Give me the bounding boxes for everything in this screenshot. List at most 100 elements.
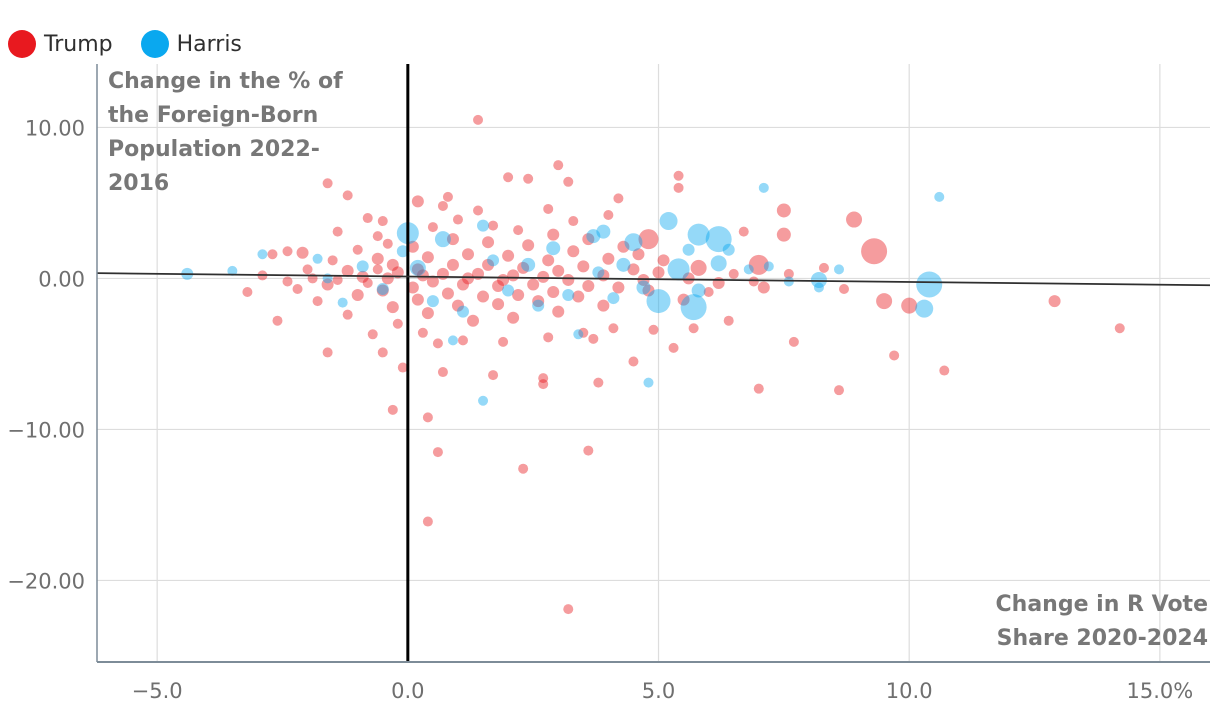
trump-point <box>367 329 378 340</box>
trump-point <box>332 274 343 285</box>
harris-point <box>646 289 671 314</box>
trump-point <box>411 293 424 306</box>
trump-point <box>537 270 550 283</box>
trump-point <box>422 516 433 527</box>
trump-point <box>437 200 448 211</box>
harris-point <box>722 243 735 256</box>
trump-point <box>748 254 769 275</box>
trump-point <box>386 258 399 271</box>
x-tick-label: 5.0 <box>642 679 675 703</box>
trump-point <box>488 370 499 381</box>
y-axis-title: Change in the % of the Foreign-Born Popu… <box>108 65 343 201</box>
harris-point <box>337 297 348 308</box>
harris-point <box>312 253 323 264</box>
legend-item-harris[interactable]: Harris <box>140 30 242 58</box>
trump-point <box>1048 295 1061 308</box>
trump-point <box>712 276 725 289</box>
trump-point <box>783 268 794 279</box>
trump-point <box>302 264 313 275</box>
trump-point <box>452 214 463 225</box>
trump-point <box>387 404 398 415</box>
trump-point <box>342 190 353 201</box>
trump-point <box>861 238 888 265</box>
trump-point <box>391 266 404 279</box>
trump-point <box>497 273 510 286</box>
trump-point <box>321 278 334 291</box>
trump-point <box>322 178 333 189</box>
trump-point <box>688 323 699 334</box>
trump-point <box>612 281 625 294</box>
trump-point <box>552 264 565 277</box>
trump-point <box>242 287 253 298</box>
harris-point <box>546 241 561 256</box>
trump-point <box>503 172 514 183</box>
trump-point <box>901 297 918 314</box>
trump-point <box>477 290 490 303</box>
harris-point <box>447 335 458 346</box>
y-tick-label: −20.00 <box>7 569 85 593</box>
trump-point <box>392 318 403 329</box>
trump-point <box>582 233 595 246</box>
trump-point <box>757 281 770 294</box>
harris-point <box>915 299 934 318</box>
trump-point <box>738 226 749 237</box>
harris-point <box>376 283 389 296</box>
trump-point <box>372 264 383 275</box>
trump-point <box>296 246 309 259</box>
harris-point <box>813 282 824 293</box>
trump-point <box>602 252 615 265</box>
trump-point <box>562 273 575 286</box>
trump-point <box>386 301 399 314</box>
trump-point <box>617 240 630 253</box>
harris-point <box>573 329 584 340</box>
trump-point <box>411 195 424 208</box>
trump-point <box>613 193 624 204</box>
trump-point <box>517 261 530 274</box>
y-axis-title-line: Population 2022- <box>108 137 320 162</box>
trump-point <box>441 287 454 300</box>
legend: Trump Harris <box>8 30 242 58</box>
trump-point <box>542 254 555 267</box>
legend-label-harris: Harris <box>176 31 242 57</box>
trump-point <box>563 604 574 615</box>
trump-point <box>507 311 520 324</box>
trump-point <box>382 238 393 249</box>
trump-point <box>446 258 459 271</box>
trump-point <box>362 213 373 224</box>
trump-point <box>648 324 659 335</box>
x-axis-title-line: Change in R Vote <box>995 592 1208 617</box>
trump-point <box>1114 323 1125 334</box>
trump-point <box>753 383 764 394</box>
trump-point <box>482 236 495 249</box>
trump-point <box>492 279 505 292</box>
trump-point <box>583 445 594 456</box>
harris-point <box>705 226 732 253</box>
trump-point <box>552 305 565 318</box>
y-axis-title-line: Change in the % of <box>108 69 343 94</box>
harris-point <box>834 264 844 275</box>
trump-point <box>473 114 484 125</box>
trump-point <box>362 277 373 288</box>
legend-item-trump[interactable]: Trump <box>8 30 113 58</box>
harris-point <box>592 266 605 279</box>
trump-point <box>417 327 428 338</box>
trump-point <box>652 266 665 279</box>
points-layer <box>181 114 1125 615</box>
trump-point <box>376 284 389 297</box>
trump-point <box>422 412 433 423</box>
trump-point <box>568 216 579 227</box>
trump-point <box>432 447 443 458</box>
trump-point <box>372 231 383 242</box>
harris-point <box>616 257 631 272</box>
trump-point <box>406 240 419 253</box>
trend-line <box>96 272 1211 287</box>
harris-point <box>810 271 827 288</box>
trump-point <box>788 336 799 347</box>
harris-point <box>227 265 238 276</box>
trump-point <box>728 268 739 279</box>
trump-point <box>642 284 655 297</box>
trump-point <box>547 228 560 241</box>
harris-point <box>687 223 710 246</box>
y-axis-title-line: 2016 <box>108 171 170 196</box>
trump-point <box>703 287 714 298</box>
